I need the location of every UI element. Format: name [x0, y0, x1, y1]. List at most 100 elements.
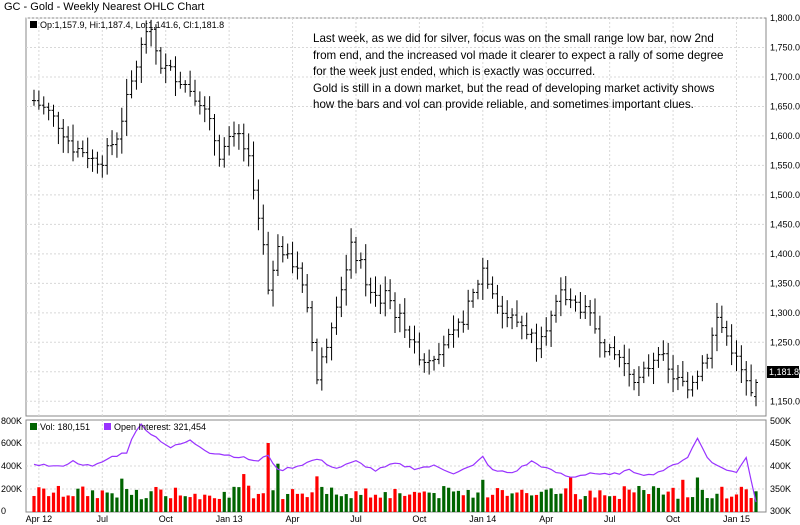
volume-axis-left: 0 200K 400K 600K 800K: [1, 416, 22, 516]
price-tick-label: 1,800.0: [770, 13, 800, 23]
volume-bar: [159, 489, 163, 512]
volume-bar: [251, 498, 256, 512]
volume-legend-text: Vol: 180,151: [40, 422, 90, 432]
volume-bar: [344, 494, 348, 512]
volume-bar: [559, 493, 563, 512]
volume-bar: [408, 494, 412, 512]
volume-bar: [349, 498, 353, 512]
volume-bar: [95, 498, 100, 512]
volume-bar: [203, 494, 207, 512]
volume-bar: [66, 495, 70, 512]
open-interest-line: [33, 423, 757, 503]
volume-bar: [442, 486, 446, 512]
volume-bar: [61, 496, 65, 512]
volume-bar: [315, 476, 319, 512]
price-tick-label: 1,400.0: [770, 249, 800, 259]
volume-bar: [534, 494, 539, 512]
volume-bar: [603, 495, 607, 512]
volume-bar: [47, 496, 51, 512]
price-legend-text: Op:1,157.9, Hi:1,187.4, Lo:1,141.6, Cl:1…: [40, 20, 224, 30]
volume-bar: [86, 496, 90, 512]
volume-bar: [515, 492, 519, 512]
volume-bar: [647, 493, 651, 512]
x-tick-label: Oct: [412, 514, 427, 524]
volume-tick-label: 400K: [1, 461, 22, 471]
x-tick-label: Jan 15: [723, 514, 750, 524]
volume-bar: [256, 493, 261, 512]
price-tick-label: 1,700.0: [770, 72, 800, 82]
annotation-text: Last week, as we did for silver, focus w…: [313, 31, 738, 114]
volume-bar: [42, 488, 46, 512]
volume-bar: [168, 498, 173, 512]
volume-bar: [417, 492, 421, 512]
volume-bar: [354, 491, 358, 512]
volume-bar: [120, 478, 124, 512]
volume-bar: [695, 477, 700, 512]
volume-bar: [739, 486, 743, 512]
open-interest-tick-label: 400K: [770, 461, 791, 471]
volume-bar: [471, 497, 475, 512]
x-tick-label: Oct: [666, 514, 681, 524]
x-tick-label: Jul: [604, 514, 616, 524]
volume-bar: [173, 487, 178, 512]
volume-bar: [378, 497, 382, 512]
volume-tick-label: 0: [1, 506, 6, 516]
volume-bar: [198, 499, 202, 512]
price-tick-label: 1,750.0: [770, 42, 800, 52]
volume-bar: [232, 486, 236, 512]
volume-bar: [286, 493, 290, 512]
volume-bar: [325, 493, 329, 512]
volume-bar: [90, 490, 95, 512]
volume-bar: [32, 495, 36, 512]
volume-bar: [495, 488, 500, 512]
volume-bar: [554, 494, 558, 512]
volume-bar: [549, 488, 553, 512]
volume-bar: [490, 494, 495, 512]
price-panel-frame: [25, 17, 767, 417]
x-tick-label: Apr: [286, 514, 300, 524]
volume-bar: [593, 497, 597, 512]
volume-bar: [383, 492, 387, 512]
volume-bar: [222, 491, 226, 512]
volume-bar: [369, 497, 373, 512]
volume-bar: [432, 493, 436, 512]
volume-bar: [529, 495, 534, 512]
volume-bar: [149, 491, 153, 512]
volume-bar: [651, 486, 656, 512]
volume-bar: [427, 492, 431, 512]
volume-bar: [598, 490, 602, 512]
ohlc-bars: [32, 19, 758, 407]
x-tick-label: Apr: [539, 514, 553, 524]
volume-bar: [144, 498, 148, 512]
volume-bar: [744, 489, 748, 512]
open-interest-legend-swatch: [104, 423, 111, 430]
chart-title: GC - Gold - Weekly Nearest OHLC Chart: [4, 1, 205, 13]
price-tick-label: 1,300.0: [770, 308, 800, 318]
volume-bar: [51, 492, 56, 512]
x-tick-label: Jan 13: [216, 514, 243, 524]
volume-tick-label: 200K: [1, 484, 22, 494]
volume-bar: [154, 486, 158, 512]
volume-bar: [295, 493, 300, 512]
volume-bar: [612, 495, 617, 512]
last-price-badge: [767, 366, 799, 378]
volume-bar: [329, 487, 334, 512]
volume-bar: [105, 492, 109, 512]
volume-bar: [544, 489, 548, 512]
volume-bar: [666, 491, 670, 512]
volume-bar: [730, 496, 734, 512]
volume-bar: [310, 492, 314, 512]
price-legend-swatch: [30, 21, 37, 28]
volume-bar: [339, 496, 343, 512]
x-tick-label: Jul: [350, 514, 362, 524]
x-axis: Apr 12 Jul Oct Jan 13 Apr Jul Oct Jan 14 Apr Jul O…: [26, 514, 750, 524]
volume-bar: [578, 499, 582, 512]
volume-bar: [320, 486, 324, 512]
volume-bar: [505, 495, 509, 512]
volume-legend-swatch: [30, 423, 37, 430]
volume-bar: [476, 492, 480, 512]
volume-bar: [681, 479, 685, 512]
volume-bar: [125, 489, 129, 512]
